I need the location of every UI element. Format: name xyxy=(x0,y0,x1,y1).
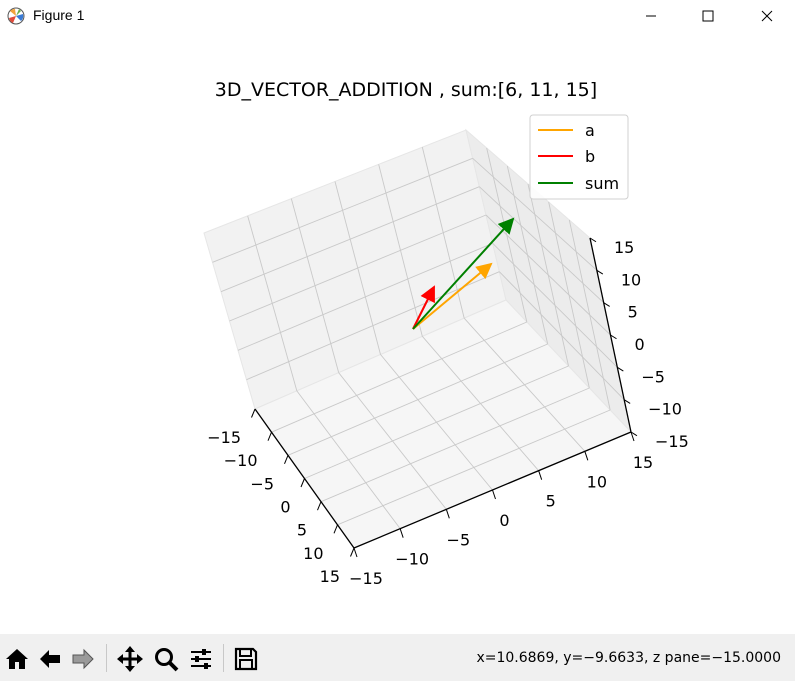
tick-mark xyxy=(317,501,322,511)
tick-label: 5 xyxy=(628,303,638,322)
navigation-toolbar: x=10.6869, y=−9.6633, z pane=−15.0000 xyxy=(0,634,795,681)
tick-mark xyxy=(445,509,450,519)
tick-mark xyxy=(630,431,635,442)
tick-mark xyxy=(617,366,624,372)
tick-label: 5 xyxy=(297,521,307,540)
y-axis-ticks: 15 10 5 0 −5 −10 −15 xyxy=(349,431,653,588)
pan-icon xyxy=(117,646,143,672)
tick-label: 15 xyxy=(633,453,653,472)
tick-mark xyxy=(300,478,305,488)
tick-mark xyxy=(603,302,610,307)
home-icon xyxy=(6,649,28,669)
tick-label: −10 xyxy=(648,400,682,419)
cursor-coordinates: x=10.6869, y=−9.6633, z pane=−15.0000 xyxy=(476,650,781,666)
tick-label: 10 xyxy=(621,270,641,289)
tick-mark xyxy=(623,399,631,404)
legend-label-a: a xyxy=(585,121,595,140)
home-button[interactable] xyxy=(2,644,32,674)
tick-label: −15 xyxy=(207,428,241,447)
forward-button[interactable] xyxy=(68,644,98,674)
save-button[interactable] xyxy=(231,644,261,674)
tick-label: 15 xyxy=(320,567,340,586)
pan-button[interactable] xyxy=(115,644,145,674)
tick-mark xyxy=(284,455,289,465)
maximize-button[interactable] xyxy=(685,0,731,32)
tick-label: −10 xyxy=(395,550,429,569)
tick-label: 0 xyxy=(499,511,509,530)
tick-label: 10 xyxy=(303,544,323,563)
legend: a b sum xyxy=(529,114,629,200)
tick-mark xyxy=(596,269,604,275)
tick-label: 0 xyxy=(635,335,645,354)
close-button[interactable] xyxy=(744,0,790,32)
minimize-icon xyxy=(646,15,656,17)
tick-label: −15 xyxy=(655,432,689,451)
vector-sum xyxy=(412,217,515,330)
legend-label-b: b xyxy=(585,147,595,166)
grid-line xyxy=(246,271,500,381)
tick-mark xyxy=(610,334,617,340)
tick-label: 5 xyxy=(546,492,556,511)
tick-label: −5 xyxy=(447,530,471,549)
x-axis-ticks: −15 −10 −5 05 10 15 xyxy=(207,408,355,586)
toolbar-separator xyxy=(223,644,224,672)
tick-mark xyxy=(630,431,638,437)
tick-mark xyxy=(538,470,543,480)
plot-3d[interactable]: 3D_VECTOR_ADDITION , sum:[6, 11, 15] −15… xyxy=(0,32,795,634)
grid-line xyxy=(499,271,625,400)
z-axis-ticks: 15 10 5 0 −5 −10 −15 xyxy=(589,237,689,451)
tick-label: −5 xyxy=(250,474,274,493)
tick-label: 0 xyxy=(280,498,290,517)
figure-canvas[interactable]: 3D_VECTOR_ADDITION , sum:[6, 11, 15] −15… xyxy=(0,32,795,634)
tick-label: −5 xyxy=(641,367,665,386)
matplotlib-icon xyxy=(7,7,25,25)
tick-mark xyxy=(584,451,589,461)
maximize-icon xyxy=(702,10,714,22)
tick-mark xyxy=(251,408,256,418)
window-title: Figure 1 xyxy=(33,7,85,23)
tick-label: −15 xyxy=(349,569,383,588)
zoom-icon xyxy=(155,648,179,672)
configure-subplots-button[interactable] xyxy=(186,644,216,674)
legend-label-sum: sum xyxy=(585,174,619,193)
tick-mark xyxy=(492,489,496,500)
tick-mark xyxy=(589,237,597,243)
plot-title: 3D_VECTOR_ADDITION , sum:[6, 11, 15] xyxy=(215,79,597,101)
tick-label: 10 xyxy=(587,472,607,491)
grid-lines xyxy=(212,147,625,529)
minimize-button[interactable] xyxy=(628,0,674,32)
tick-mark xyxy=(399,528,404,538)
back-button[interactable] xyxy=(35,644,65,674)
tick-mark xyxy=(267,431,272,441)
save-icon xyxy=(234,647,258,671)
vector-b xyxy=(412,285,435,330)
toolbar-separator xyxy=(106,644,107,672)
tick-mark xyxy=(350,547,355,557)
tick-label: 15 xyxy=(614,238,634,257)
tick-label: −10 xyxy=(224,451,258,470)
vector-a xyxy=(412,262,493,330)
zoom-button[interactable] xyxy=(151,644,181,674)
close-icon xyxy=(761,10,773,22)
window-titlebar: Figure 1 xyxy=(0,0,795,32)
grid-line xyxy=(337,409,611,526)
forward-icon xyxy=(72,648,94,670)
tick-mark xyxy=(353,547,358,558)
back-icon xyxy=(40,650,60,668)
configure-subplots-icon xyxy=(191,649,211,669)
tick-mark xyxy=(333,524,338,534)
